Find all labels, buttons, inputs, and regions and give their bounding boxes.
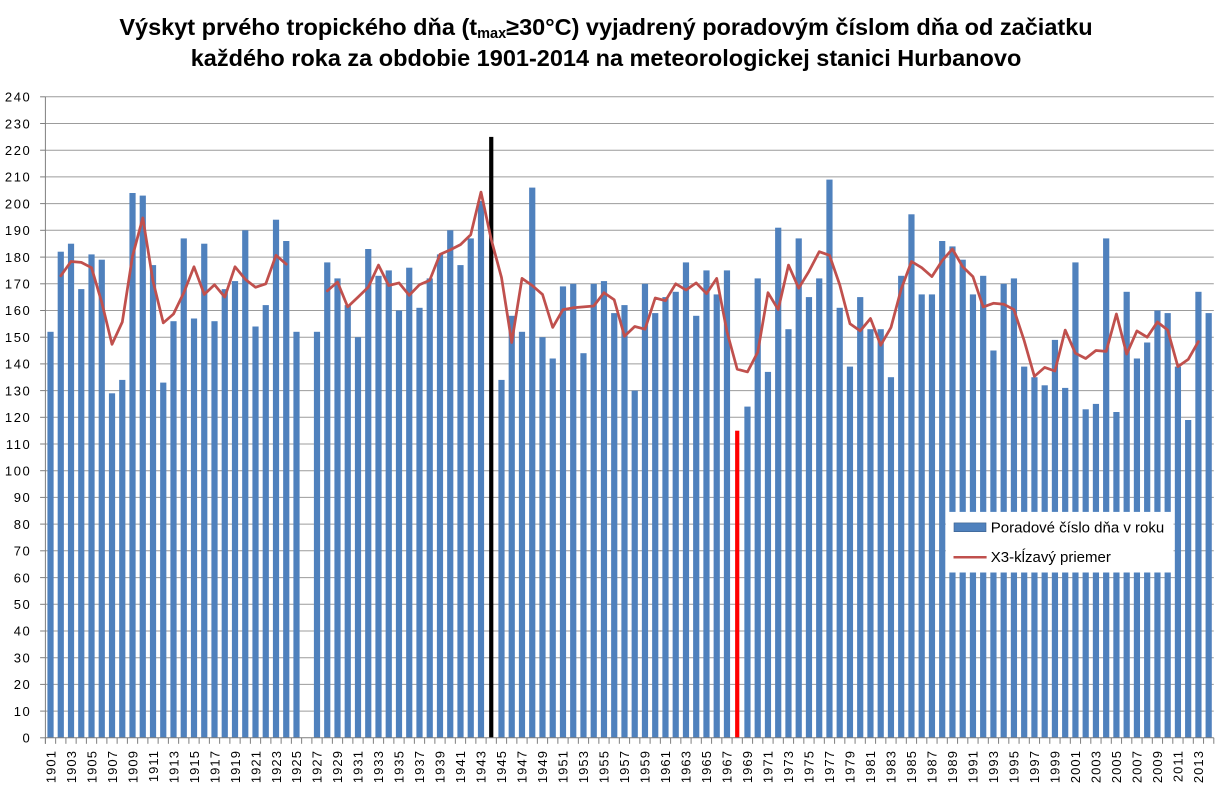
svg-text:1901: 1901 — [43, 750, 58, 783]
svg-text:1913: 1913 — [166, 750, 181, 783]
svg-text:200: 200 — [5, 196, 32, 211]
svg-text:2001: 2001 — [1068, 750, 1083, 783]
svg-text:2009: 2009 — [1150, 750, 1165, 783]
svg-text:1951: 1951 — [556, 750, 571, 783]
svg-text:100: 100 — [5, 464, 32, 479]
svg-text:0: 0 — [23, 731, 32, 746]
svg-text:90: 90 — [14, 490, 32, 505]
svg-text:1977: 1977 — [822, 750, 837, 783]
svg-text:110: 110 — [6, 437, 32, 452]
svg-text:1953: 1953 — [576, 750, 591, 783]
svg-text:240: 240 — [5, 90, 32, 105]
svg-text:1939: 1939 — [433, 750, 448, 783]
svg-text:1909: 1909 — [125, 750, 140, 783]
svg-text:1945: 1945 — [494, 750, 509, 783]
svg-text:1979: 1979 — [843, 750, 858, 783]
svg-text:2005: 2005 — [1109, 750, 1124, 783]
svg-text:210: 210 — [5, 170, 32, 185]
svg-text:80: 80 — [14, 517, 32, 532]
svg-text:2003: 2003 — [1089, 750, 1104, 783]
svg-text:2013: 2013 — [1191, 750, 1206, 783]
svg-text:1975: 1975 — [802, 750, 817, 783]
svg-text:1961: 1961 — [658, 750, 673, 783]
svg-text:1905: 1905 — [84, 750, 99, 783]
svg-text:1923: 1923 — [269, 750, 284, 783]
svg-text:1917: 1917 — [207, 750, 222, 783]
svg-text:160: 160 — [5, 303, 32, 318]
svg-text:1915: 1915 — [187, 750, 202, 783]
svg-text:1907: 1907 — [105, 750, 120, 783]
svg-text:1989: 1989 — [945, 750, 960, 783]
svg-text:1987: 1987 — [925, 750, 940, 783]
svg-text:230: 230 — [5, 116, 32, 131]
svg-text:1991: 1991 — [966, 750, 981, 783]
svg-text:1921: 1921 — [248, 750, 263, 783]
svg-text:120: 120 — [5, 410, 32, 425]
svg-text:140: 140 — [5, 357, 32, 372]
svg-text:1955: 1955 — [597, 750, 612, 783]
svg-text:1995: 1995 — [1007, 750, 1022, 783]
svg-text:1971: 1971 — [761, 750, 776, 783]
svg-text:1931: 1931 — [351, 750, 366, 783]
svg-text:1983: 1983 — [884, 750, 899, 783]
svg-text:Poradové číslo dňa v roku: Poradové číslo dňa v roku — [991, 519, 1164, 536]
svg-text:1967: 1967 — [720, 750, 735, 783]
svg-text:1919: 1919 — [228, 750, 243, 783]
svg-text:X3-kĺzavý priemer: X3-kĺzavý priemer — [991, 548, 1111, 566]
svg-text:20: 20 — [14, 677, 32, 692]
svg-text:170: 170 — [5, 277, 32, 292]
svg-text:1973: 1973 — [781, 750, 796, 783]
svg-text:1927: 1927 — [310, 750, 325, 783]
svg-text:50: 50 — [14, 597, 32, 612]
svg-text:1947: 1947 — [515, 750, 530, 783]
svg-text:180: 180 — [5, 250, 32, 265]
svg-text:Výskyt prvého tropického dňa (: Výskyt prvého tropického dňa (tmax≥30°C)… — [119, 14, 1092, 42]
svg-text:každého roka za obdobie 1901-2: každého roka za obdobie 1901-2014 na met… — [191, 45, 1022, 71]
svg-text:1911: 1911 — [146, 750, 161, 782]
svg-text:30: 30 — [14, 650, 32, 665]
svg-text:70: 70 — [14, 544, 32, 559]
svg-text:1935: 1935 — [392, 750, 407, 783]
svg-text:1903: 1903 — [64, 750, 79, 783]
svg-text:190: 190 — [5, 223, 32, 238]
svg-text:1959: 1959 — [638, 750, 653, 783]
svg-text:1969: 1969 — [740, 750, 755, 783]
svg-text:1997: 1997 — [1027, 750, 1042, 783]
svg-text:2007: 2007 — [1130, 750, 1145, 783]
svg-text:1963: 1963 — [679, 750, 694, 783]
svg-text:1957: 1957 — [617, 750, 632, 783]
svg-text:40: 40 — [14, 624, 32, 639]
svg-text:1949: 1949 — [535, 750, 550, 783]
svg-text:1999: 1999 — [1048, 750, 1063, 783]
svg-text:2011: 2011 — [1171, 750, 1186, 782]
svg-text:1941: 1941 — [453, 750, 468, 783]
svg-text:1937: 1937 — [412, 750, 427, 783]
svg-text:1933: 1933 — [371, 750, 386, 783]
svg-text:1981: 1981 — [863, 750, 878, 783]
svg-text:130: 130 — [5, 383, 32, 398]
svg-text:1985: 1985 — [904, 750, 919, 783]
svg-text:1965: 1965 — [699, 750, 714, 783]
svg-text:150: 150 — [5, 330, 32, 345]
svg-text:1943: 1943 — [474, 750, 489, 783]
svg-text:220: 220 — [5, 143, 32, 158]
svg-text:1929: 1929 — [330, 750, 345, 783]
svg-text:10: 10 — [14, 704, 32, 719]
svg-text:1925: 1925 — [289, 750, 304, 783]
svg-text:60: 60 — [14, 570, 32, 585]
svg-text:1993: 1993 — [986, 750, 1001, 783]
